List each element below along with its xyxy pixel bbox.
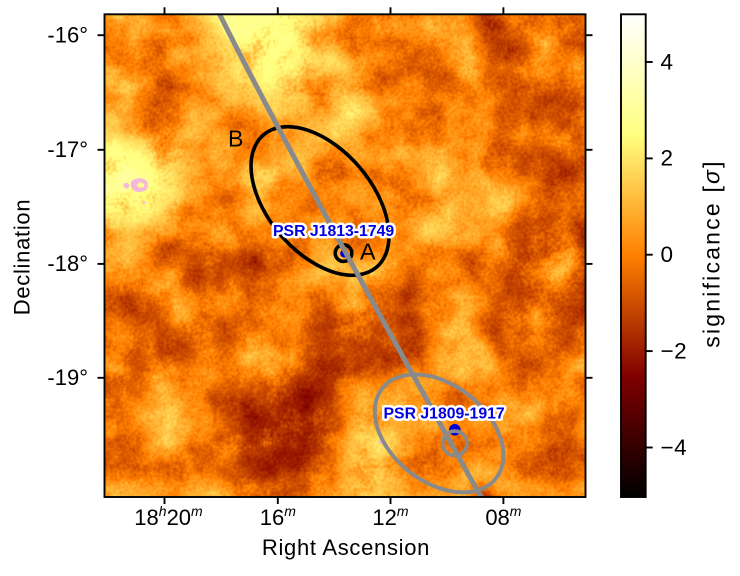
svg-text:A: A <box>360 238 376 264</box>
svg-text:4: 4 <box>661 49 674 74</box>
svg-text:-18°: -18° <box>47 251 88 276</box>
svg-text:-19°: -19° <box>47 365 88 390</box>
svg-text:08m: 08m <box>485 503 521 530</box>
svg-text:Declination: Declination <box>10 199 35 316</box>
svg-text:2: 2 <box>661 146 674 171</box>
svg-text:PSR J1813-1749: PSR J1813-1749 <box>273 223 394 240</box>
svg-text:-16°: -16° <box>47 23 88 48</box>
svg-text:PSR J1809-1917: PSR J1809-1917 <box>384 406 505 423</box>
svg-text:16m: 16m <box>260 503 296 530</box>
svg-text:−2: −2 <box>661 338 688 363</box>
svg-text:18h20m: 18h20m <box>134 503 203 530</box>
svg-text:significance [σ]: significance [σ] <box>699 159 725 347</box>
svg-text:-17°: -17° <box>47 137 88 162</box>
svg-text:−4: −4 <box>661 435 688 460</box>
svg-text:B: B <box>228 125 243 151</box>
svg-text:Right Ascension: Right Ascension <box>262 535 430 560</box>
svg-text:0: 0 <box>661 242 674 267</box>
svg-text:12m: 12m <box>372 503 408 530</box>
